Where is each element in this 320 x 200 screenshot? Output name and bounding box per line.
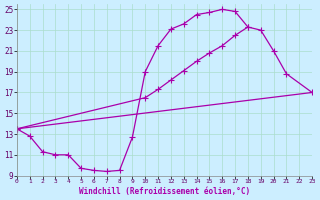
X-axis label: Windchill (Refroidissement éolien,°C): Windchill (Refroidissement éolien,°C) [79, 187, 250, 196]
